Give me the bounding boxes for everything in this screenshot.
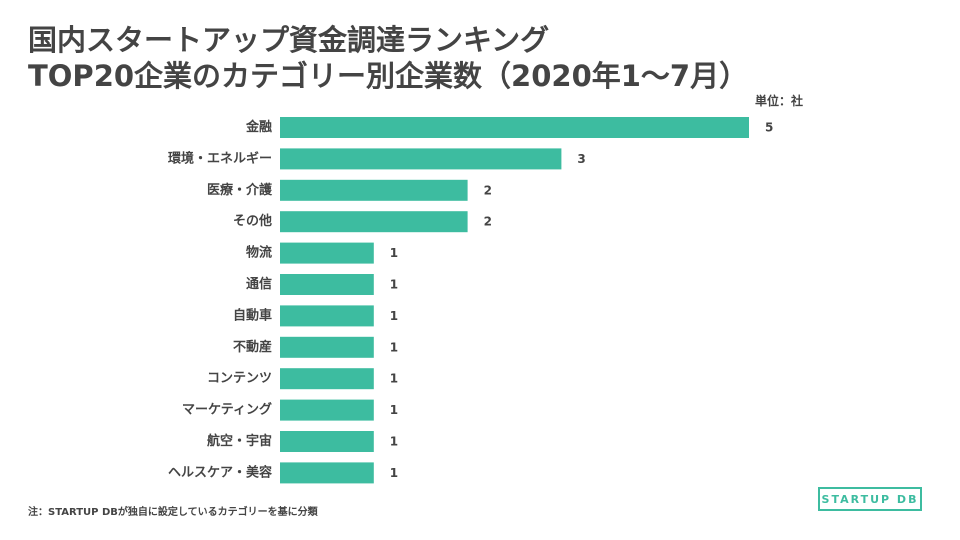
category-label: 物流	[246, 245, 272, 261]
category-label: 不動産	[233, 339, 272, 355]
value-label: 5	[765, 121, 773, 135]
bar	[280, 368, 374, 390]
bar	[280, 336, 374, 358]
bar	[280, 148, 562, 170]
category-label: 通信	[246, 276, 272, 292]
unit-label: 単位：社	[755, 94, 804, 108]
bar	[280, 431, 374, 452]
bar	[280, 274, 374, 295]
value-label: 1	[390, 372, 398, 386]
chart-title: 国内スタートアップ資金調達ランキング TOP20企業のカテゴリー別企業数（202…	[28, 22, 748, 94]
value-label: 1	[390, 435, 398, 449]
category-label: その他	[233, 213, 272, 229]
bar	[280, 117, 749, 138]
category-label: 金融	[245, 119, 272, 135]
value-label: 3	[577, 152, 585, 166]
bar	[280, 211, 468, 233]
footnote: 注：STARTUP DBが独自に設定しているカテゴリーを基に分類	[28, 507, 318, 518]
bar	[280, 399, 374, 421]
category-label: マーケティング	[182, 402, 272, 418]
bar	[280, 305, 374, 327]
value-label: 1	[390, 278, 398, 292]
bar	[280, 242, 374, 264]
category-label: 航空・宇宙	[207, 433, 272, 449]
category-label: 環境・エネルギー	[168, 150, 272, 166]
value-label: 1	[390, 466, 398, 480]
bar	[280, 462, 374, 484]
value-label: 1	[390, 246, 398, 260]
category-label: 自動車	[233, 307, 272, 323]
category-label: 医療・介護	[207, 182, 273, 198]
value-label: 2	[484, 183, 492, 197]
value-label: 1	[390, 340, 398, 354]
value-label: 2	[484, 215, 492, 229]
category-label: コンテンツ	[207, 371, 272, 386]
chart-title-line-1: 国内スタートアップ資金調達ランキング	[28, 23, 550, 57]
chart-title-line-2: TOP20企業のカテゴリー別企業数（2020年1〜7月）	[28, 59, 749, 93]
value-label: 1	[390, 403, 398, 417]
category-label: ヘルスケア・美容	[168, 464, 272, 480]
value-label: 1	[390, 309, 398, 323]
bar	[280, 179, 468, 201]
startup-db-logo: STARTUP DB	[818, 487, 922, 511]
